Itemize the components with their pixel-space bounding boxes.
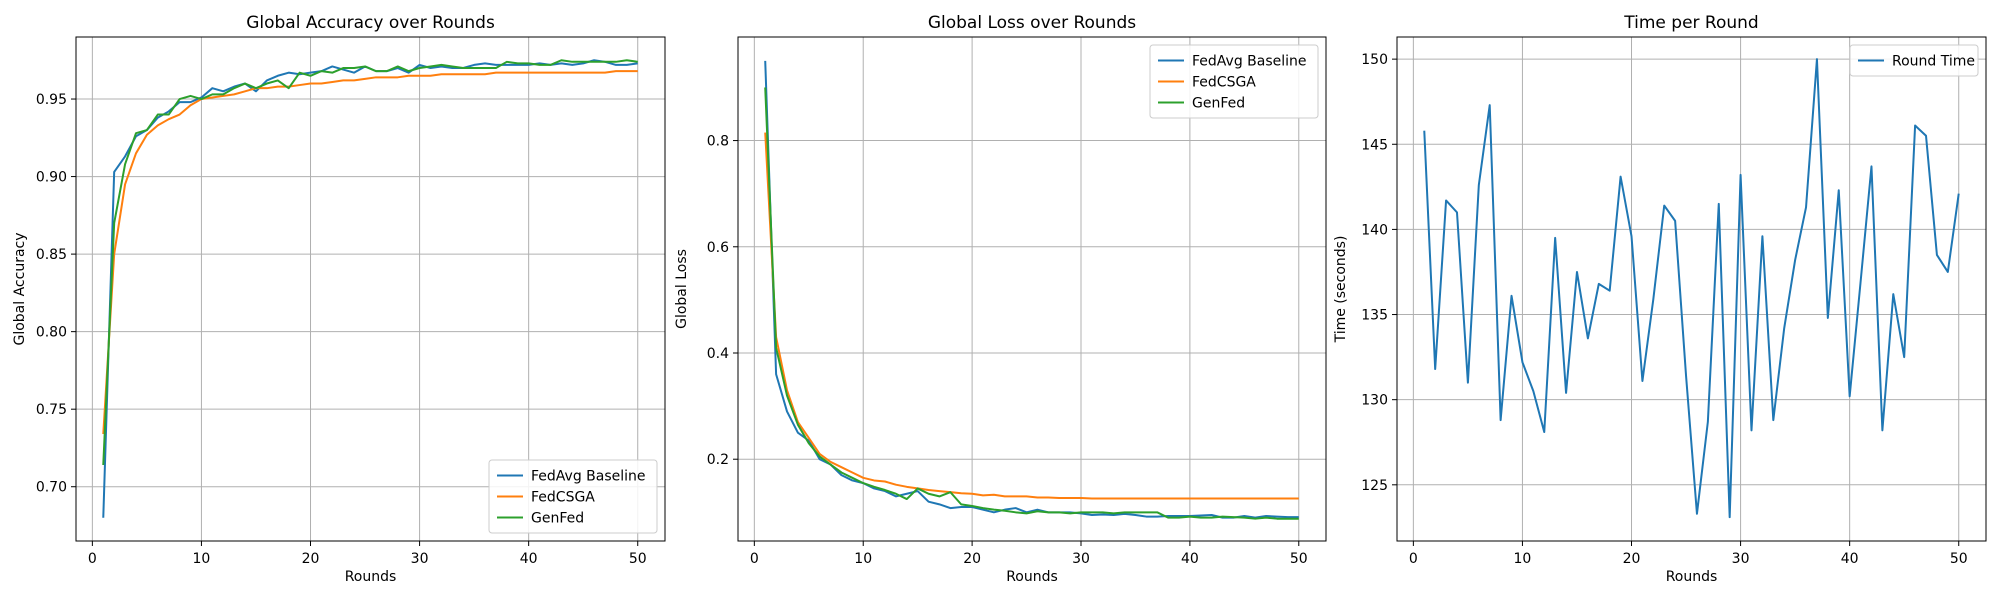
y-tick-label: 0.2	[707, 452, 729, 468]
x-axis-label: Rounds	[1666, 569, 1718, 585]
x-tick-label: 20	[963, 551, 981, 567]
time-chart: 0 10 20 30 40 50 125 130 135 140 145 150 Time per Ro…	[1333, 13, 1987, 585]
legend-label: FedCSGA	[1192, 75, 1256, 91]
x-tick-label: 0	[88, 551, 97, 567]
y-axis-label: Global Loss	[674, 249, 690, 329]
y-tick-label: 140	[1361, 222, 1388, 238]
y-tick-label: 130	[1361, 393, 1388, 409]
x-tick-label: 10	[193, 551, 211, 567]
legend-label: FedAvg Baseline	[1192, 54, 1307, 70]
plot-frame	[75, 36, 666, 542]
series-line	[102, 70, 638, 435]
x-tick-label: 50	[629, 551, 647, 567]
x-tick-label: 10	[1514, 551, 1532, 567]
x-tick-label: 50	[1950, 551, 1968, 567]
legend-box	[488, 459, 658, 534]
x-tick-label: 40	[520, 551, 538, 567]
chart-title: Time per Round	[1623, 13, 1758, 33]
x-tick-label: 40	[1841, 551, 1859, 567]
y-tick-label: 0.85	[36, 247, 67, 263]
x-tick-label: 30	[411, 551, 429, 567]
legend-label: GenFed	[1192, 96, 1245, 112]
x-tick-label: 30	[1072, 551, 1090, 567]
legend-label: FedAvg Baseline	[531, 469, 646, 485]
legend-label: GenFed	[531, 511, 584, 527]
legend-box	[1849, 44, 1979, 77]
x-tick-label: 20	[302, 551, 320, 567]
y-tick-label: 0.70	[36, 480, 67, 496]
series-line	[764, 60, 1299, 519]
y-tick-label: 0.75	[36, 402, 67, 418]
series-line	[764, 132, 1299, 500]
y-tick-label: 0.6	[707, 240, 729, 256]
x-tick-label: 50	[1290, 551, 1308, 567]
y-tick-label: 150	[1361, 52, 1388, 68]
legend-label: Round Time	[1892, 54, 1975, 70]
y-tick-label: 0.8	[707, 134, 729, 150]
x-tick-label: 40	[1181, 551, 1199, 567]
plot-frame	[737, 36, 1327, 542]
y-tick-label: 135	[1361, 308, 1388, 324]
chart-title: Global Loss over Rounds	[928, 13, 1136, 33]
series-line	[102, 59, 638, 518]
legend: FedAvg Baseline FedCSGA GenFed	[1149, 44, 1319, 119]
y-axis-label: Global Accuracy	[12, 232, 28, 345]
x-tick-label: 30	[1732, 551, 1750, 567]
x-tick-label: 0	[750, 551, 759, 567]
accuracy-chart: 0 10 20 30 40 50 0.70 0.75 0.80 0.85 0.90 0.95 Globa…	[12, 13, 666, 585]
y-tick-label: 0.90	[36, 170, 67, 186]
y-tick-label: 145	[1361, 137, 1388, 153]
legend-box	[1149, 44, 1319, 119]
x-tick-label: 10	[854, 551, 872, 567]
series-line	[102, 59, 638, 466]
loss-chart: 0 10 20 30 40 50 0.2 0.4 0.6 0.8 Global Loss over …	[674, 13, 1327, 585]
y-tick-label: 0.4	[707, 346, 729, 362]
legend-label: FedCSGA	[531, 490, 595, 506]
y-axis-label: Time (seconds)	[1333, 236, 1349, 344]
chart-title: Global Accuracy over Rounds	[246, 13, 495, 33]
y-tick-label: 0.80	[36, 325, 67, 341]
legend: Round Time	[1849, 44, 1979, 77]
x-axis-label: Rounds	[345, 569, 397, 585]
y-tick-label: 0.95	[36, 92, 67, 108]
series-line	[1423, 58, 1960, 519]
series-line	[764, 87, 1299, 520]
x-tick-label: 20	[1623, 551, 1641, 567]
plot-frame	[1396, 36, 1987, 542]
y-tick-label: 125	[1361, 478, 1388, 494]
x-tick-label: 0	[1409, 551, 1418, 567]
legend: FedAvg Baseline FedCSGA GenFed	[488, 459, 658, 534]
x-axis-label: Rounds	[1006, 569, 1058, 585]
